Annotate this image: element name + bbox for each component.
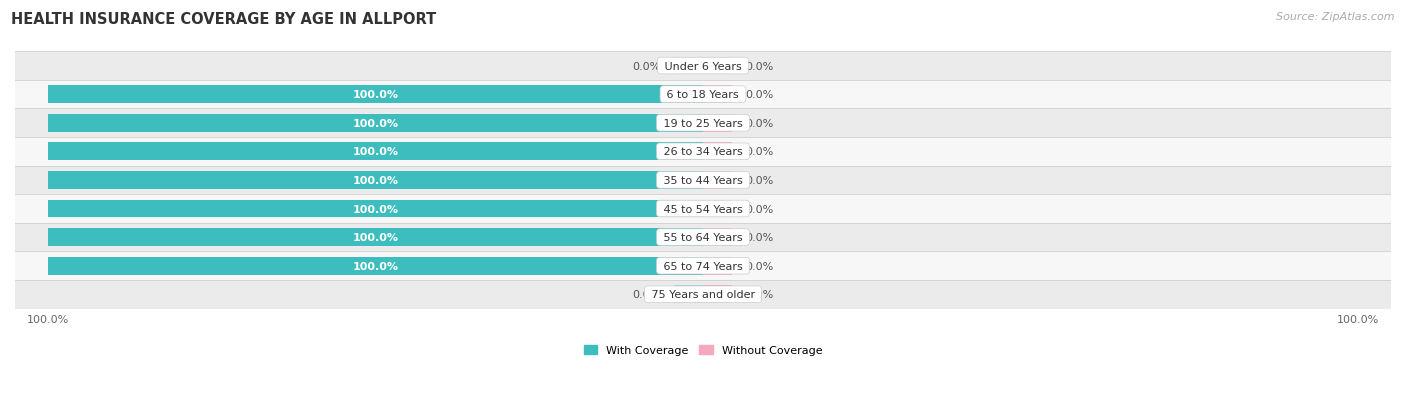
Bar bbox=[48, 114, 703, 132]
Bar bbox=[703, 143, 733, 161]
Text: 0.0%: 0.0% bbox=[633, 290, 661, 299]
Bar bbox=[703, 57, 733, 75]
Text: 6 to 18 Years: 6 to 18 Years bbox=[664, 90, 742, 100]
Bar bbox=[15, 280, 1391, 309]
Bar bbox=[15, 195, 1391, 223]
Text: 0.0%: 0.0% bbox=[745, 204, 773, 214]
Text: 100.0%: 100.0% bbox=[353, 119, 398, 128]
Bar bbox=[673, 57, 703, 75]
Text: Under 6 Years: Under 6 Years bbox=[661, 62, 745, 71]
Text: 100.0%: 100.0% bbox=[353, 90, 398, 100]
Text: 100.0%: 100.0% bbox=[353, 176, 398, 185]
Text: 100.0%: 100.0% bbox=[353, 204, 398, 214]
Bar bbox=[48, 257, 703, 275]
Text: 0.0%: 0.0% bbox=[745, 147, 773, 157]
Text: 65 to 74 Years: 65 to 74 Years bbox=[659, 261, 747, 271]
Bar bbox=[48, 229, 703, 247]
Bar bbox=[703, 86, 733, 104]
Text: 0.0%: 0.0% bbox=[745, 119, 773, 128]
Text: 0.0%: 0.0% bbox=[745, 62, 773, 71]
Text: 26 to 34 Years: 26 to 34 Years bbox=[659, 147, 747, 157]
Bar bbox=[673, 286, 703, 304]
Bar bbox=[15, 223, 1391, 252]
Text: 0.0%: 0.0% bbox=[745, 261, 773, 271]
Bar bbox=[15, 52, 1391, 81]
Text: 100.0%: 100.0% bbox=[353, 147, 398, 157]
Bar bbox=[703, 257, 733, 275]
Bar bbox=[703, 200, 733, 218]
Bar bbox=[48, 143, 703, 161]
Text: 0.0%: 0.0% bbox=[633, 62, 661, 71]
Bar bbox=[703, 114, 733, 132]
Text: Source: ZipAtlas.com: Source: ZipAtlas.com bbox=[1277, 12, 1395, 22]
Bar bbox=[15, 252, 1391, 280]
Text: 0.0%: 0.0% bbox=[745, 90, 773, 100]
Bar bbox=[703, 229, 733, 247]
Text: 0.0%: 0.0% bbox=[745, 233, 773, 242]
Text: HEALTH INSURANCE COVERAGE BY AGE IN ALLPORT: HEALTH INSURANCE COVERAGE BY AGE IN ALLP… bbox=[11, 12, 436, 27]
Bar bbox=[48, 86, 703, 104]
Text: 100.0%: 100.0% bbox=[353, 233, 398, 242]
Bar bbox=[703, 286, 733, 304]
Text: 45 to 54 Years: 45 to 54 Years bbox=[659, 204, 747, 214]
Text: 35 to 44 Years: 35 to 44 Years bbox=[659, 176, 747, 185]
Legend: With Coverage, Without Coverage: With Coverage, Without Coverage bbox=[579, 340, 827, 360]
Bar bbox=[48, 172, 703, 189]
Text: 100.0%: 100.0% bbox=[353, 261, 398, 271]
Text: 0.0%: 0.0% bbox=[745, 290, 773, 299]
Bar bbox=[48, 200, 703, 218]
Bar bbox=[703, 172, 733, 189]
Bar bbox=[15, 81, 1391, 109]
Bar bbox=[15, 138, 1391, 166]
Text: 0.0%: 0.0% bbox=[745, 176, 773, 185]
Bar bbox=[15, 109, 1391, 138]
Text: 19 to 25 Years: 19 to 25 Years bbox=[659, 119, 747, 128]
Bar bbox=[15, 166, 1391, 195]
Text: 75 Years and older: 75 Years and older bbox=[648, 290, 758, 299]
Text: 55 to 64 Years: 55 to 64 Years bbox=[659, 233, 747, 242]
